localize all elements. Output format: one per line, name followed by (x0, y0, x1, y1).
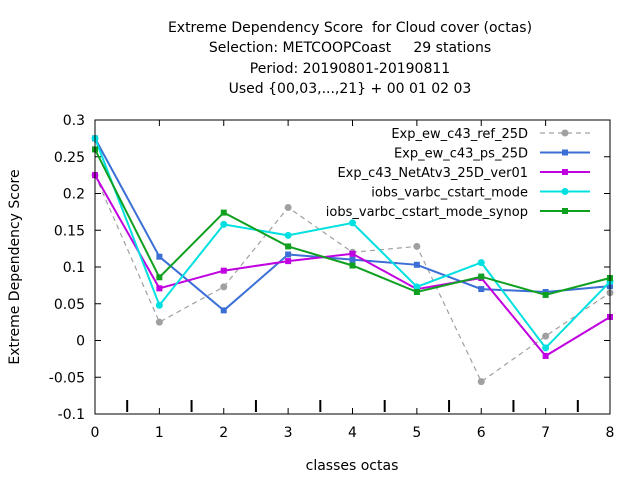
data-point (284, 203, 292, 211)
chart-title-line-3: Period: 20190801-20190811 (249, 61, 451, 77)
y-tick-label: 0.2 (63, 187, 85, 203)
legend-label: Exp_ew_c43_ref_25D (391, 127, 528, 142)
data-point (285, 251, 292, 258)
y-tick-label: 0.25 (54, 150, 85, 166)
y-tick-label: -0.1 (58, 407, 85, 423)
y-tick-label: -0.05 (49, 370, 85, 386)
data-point (155, 301, 163, 309)
data-point (477, 378, 485, 386)
data-point (349, 256, 356, 263)
legend-label: Exp_c43_NetAtv3_25D_ver01 (337, 166, 528, 181)
series-3 (91, 134, 614, 352)
legend-label: iobs_varbc_cstart_mode_synop (326, 205, 528, 220)
legend-marker (562, 169, 568, 175)
data-point (349, 250, 356, 257)
y-tick-label: 0.15 (54, 223, 85, 239)
legend-marker (562, 208, 568, 214)
data-point (220, 220, 228, 228)
chart-title-line-2: Selection: METCOOPCoast 29 stations (208, 40, 492, 56)
plot-frame (94, 119, 611, 415)
y-tick-label: 0.05 (54, 297, 85, 313)
axis-ticks: -0.1 -0.05 0 0.05 0.1 0.15 0.2 0.25 0.3 0 1 2 3 4 5 6 7 8 (49, 113, 615, 441)
data-point (413, 283, 421, 291)
data-point (478, 273, 485, 280)
data-point (478, 286, 485, 293)
legend-item: iobs_varbc_cstart_mode_synop (326, 205, 590, 220)
data-point (413, 261, 420, 268)
y-tick-label: 0.3 (63, 113, 85, 129)
data-point (220, 209, 227, 216)
data-point (155, 318, 163, 326)
data-point (349, 219, 356, 227)
x-tick-label: 1 (155, 425, 164, 441)
data-point (156, 274, 163, 281)
x-axis-label: classes octas (306, 458, 399, 474)
y-axis-label: Extreme Dependency Score (7, 169, 23, 364)
chart-title-line-1: Extreme Dependency Score for Cloud cover… (167, 20, 533, 36)
x-tick-label: 2 (219, 425, 228, 441)
series-0 (91, 171, 614, 386)
data-point (285, 258, 292, 265)
data-point (542, 291, 549, 298)
legend-item: Exp_ew_c43_ref_25D (391, 127, 590, 142)
x-tick-label: 5 (412, 425, 421, 441)
legend-item: iobs_varbc_cstart_mode (371, 186, 590, 201)
data-point (285, 243, 292, 250)
legend-item: Exp_ew_c43_ps_25D (394, 147, 590, 162)
data-point (156, 285, 163, 292)
data-point (413, 288, 420, 295)
data-point (542, 352, 549, 359)
data-point (413, 242, 421, 250)
data-point (220, 283, 228, 291)
legend-label: Exp_ew_c43_ps_25D (394, 147, 528, 162)
chart-title-line-4: Used {00,03,...,21} + 00 01 02 03 (228, 81, 472, 97)
data-point (542, 332, 550, 340)
data-point (542, 344, 550, 352)
data-point (220, 267, 227, 274)
x-tick-label: 3 (284, 425, 293, 441)
x-tick-label: 4 (348, 425, 357, 441)
data-point (284, 231, 292, 239)
y-tick-label: 0.1 (63, 260, 85, 276)
legend-label: iobs_varbc_cstart_mode (371, 186, 528, 201)
x-tick-label: 0 (91, 425, 100, 441)
data-point (349, 262, 356, 269)
data-point (156, 253, 163, 260)
data-point (220, 307, 227, 314)
x-tick-label: 7 (541, 425, 550, 441)
legend-marker (562, 149, 568, 156)
legend: Exp_ew_c43_ref_25D Exp_ew_c43_ps_25D Exp_c… (326, 127, 590, 220)
x-tick-label: 8 (606, 425, 615, 441)
legend-item: Exp_c43_NetAtv3_25D_ver01 (337, 166, 590, 181)
x-tick-label: 6 (477, 425, 486, 441)
y-tick-label: 0 (76, 334, 85, 350)
data-point (477, 259, 485, 267)
legend-marker (561, 188, 569, 195)
legend-marker (561, 129, 569, 137)
